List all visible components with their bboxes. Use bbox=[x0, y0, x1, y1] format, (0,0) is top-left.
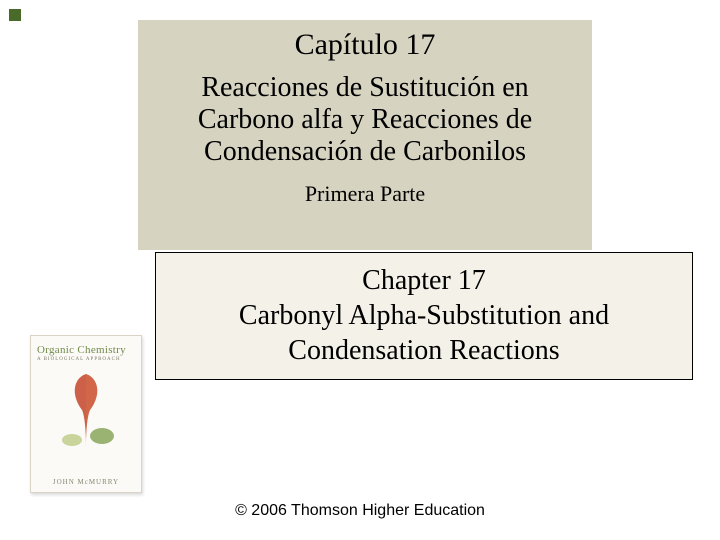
english-title-box: Chapter 17 Carbonyl Alpha-Substitution a… bbox=[155, 252, 693, 380]
chapter-number-en: Chapter 17 bbox=[172, 263, 676, 298]
chapter-title-en: Carbonyl Alpha-Substitution and Condensa… bbox=[172, 298, 676, 368]
book-title: Organic Chemistry bbox=[37, 344, 135, 356]
book-author: JOHN McMURRY bbox=[31, 478, 141, 486]
copyright-text: © 2006 Thomson Higher Education bbox=[0, 502, 720, 520]
part-label-es: Primera Parte bbox=[152, 181, 578, 207]
book-subtitle: A BIOLOGICAL APPROACH bbox=[37, 357, 135, 362]
spanish-title-box: Capítulo 17 Reacciones de Sustitución en… bbox=[138, 20, 592, 250]
chapter-title-es: Reacciones de Sustitución en Carbono alf… bbox=[152, 72, 578, 169]
leaf-icon bbox=[37, 372, 135, 458]
accent-square-icon bbox=[9, 9, 21, 21]
book-cover: Organic Chemistry A BIOLOGICAL APPROACH … bbox=[30, 335, 142, 493]
slide: Capítulo 17 Reacciones de Sustitución en… bbox=[0, 0, 720, 540]
chapter-number-es: Capítulo 17 bbox=[152, 28, 578, 62]
